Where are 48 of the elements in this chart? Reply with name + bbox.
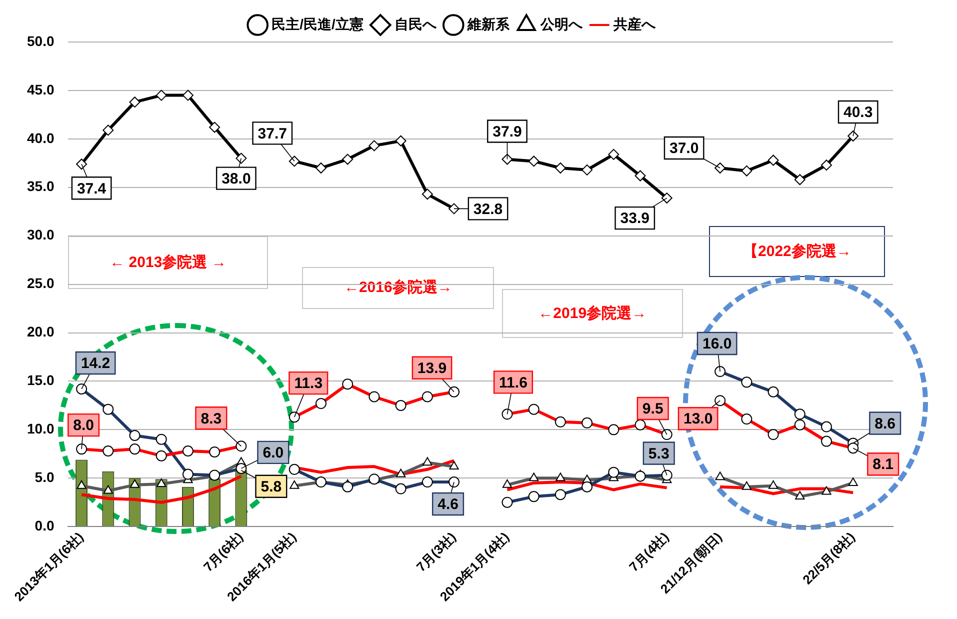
data-label: 14.2 — [80, 355, 110, 372]
data-label: 5.8 — [260, 478, 282, 496]
data-label: 16.0 — [702, 336, 732, 353]
y-tick-label: 15.0 — [27, 372, 54, 388]
x-tick-label: 7月(3社) — [413, 529, 459, 574]
data-label: 6.0 — [262, 444, 284, 462]
data-label: 33.9 — [620, 210, 650, 228]
legend-label: 維新系 — [466, 16, 510, 32]
y-tick-label: 0.0 — [34, 517, 54, 534]
data-label: 9.5 — [642, 400, 664, 418]
data-label: 37.9 — [492, 123, 522, 140]
data-label: 8.3 — [200, 410, 222, 428]
y-tick-label: 50.0 — [27, 32, 54, 49]
data-label: 11.6 — [499, 374, 528, 392]
data-label: 4.6 — [438, 496, 458, 514]
x-tick-label: 7月(4社) — [626, 529, 672, 574]
data-label: 13.9 — [417, 360, 447, 378]
data-label: 11.3 — [294, 375, 323, 392]
legend-label: 公明へ — [539, 16, 584, 32]
y-tick-label: 35.0 — [27, 178, 54, 194]
y-tick-label: 20.0 — [27, 324, 54, 340]
legend-label: 共産へ — [612, 16, 656, 32]
data-label: 38.0 — [222, 170, 251, 188]
data-label: 5.3 — [648, 445, 670, 462]
data-label: 8.1 — [872, 456, 894, 474]
legend-label: 自民へ — [394, 16, 438, 32]
data-label: 37.7 — [258, 125, 287, 142]
data-label: 32.8 — [473, 200, 503, 218]
data-label: 40.3 — [843, 104, 873, 122]
callout-box: ← 2013参院選 → — [68, 236, 268, 290]
annotation: ←2019参院選→ — [538, 304, 647, 323]
y-tick-label: 5.0 — [34, 468, 54, 485]
data-label: 13.0 — [683, 410, 713, 428]
data-label: 8.0 — [73, 417, 94, 434]
y-tick-label: 45.0 — [27, 81, 54, 98]
annotation: ← 2013参院選 → — [110, 252, 226, 272]
annotation: 【2022参院選→ — [743, 242, 852, 261]
y-tick-label: 30.0 — [27, 226, 54, 243]
y-tick-label: 25.0 — [27, 275, 54, 292]
y-tick-label: 40.0 — [27, 130, 54, 146]
x-tick-label: 7月(6社) — [200, 529, 246, 574]
data-label: 37.4 — [76, 180, 107, 198]
legend-label: 民主/民進/立憲 — [272, 16, 364, 32]
callout-box: 【2022参院選→ — [709, 226, 885, 277]
data-label: 37.0 — [669, 140, 699, 158]
y-tick-label: 10.0 — [27, 420, 54, 437]
callout-box: ←2019参院選→ — [502, 289, 683, 338]
data-label: 8.6 — [874, 415, 896, 432]
